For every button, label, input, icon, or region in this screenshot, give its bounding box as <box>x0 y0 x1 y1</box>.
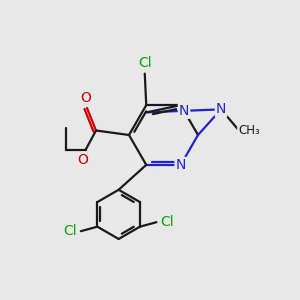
Text: Cl: Cl <box>160 215 174 229</box>
Text: O: O <box>80 91 91 105</box>
Text: Cl: Cl <box>64 224 77 238</box>
Text: N: N <box>216 102 226 116</box>
Text: N: N <box>179 104 189 118</box>
Text: CH₃: CH₃ <box>238 124 260 137</box>
Text: O: O <box>77 153 88 167</box>
Text: Cl: Cl <box>138 56 152 70</box>
Text: N: N <box>176 158 186 172</box>
